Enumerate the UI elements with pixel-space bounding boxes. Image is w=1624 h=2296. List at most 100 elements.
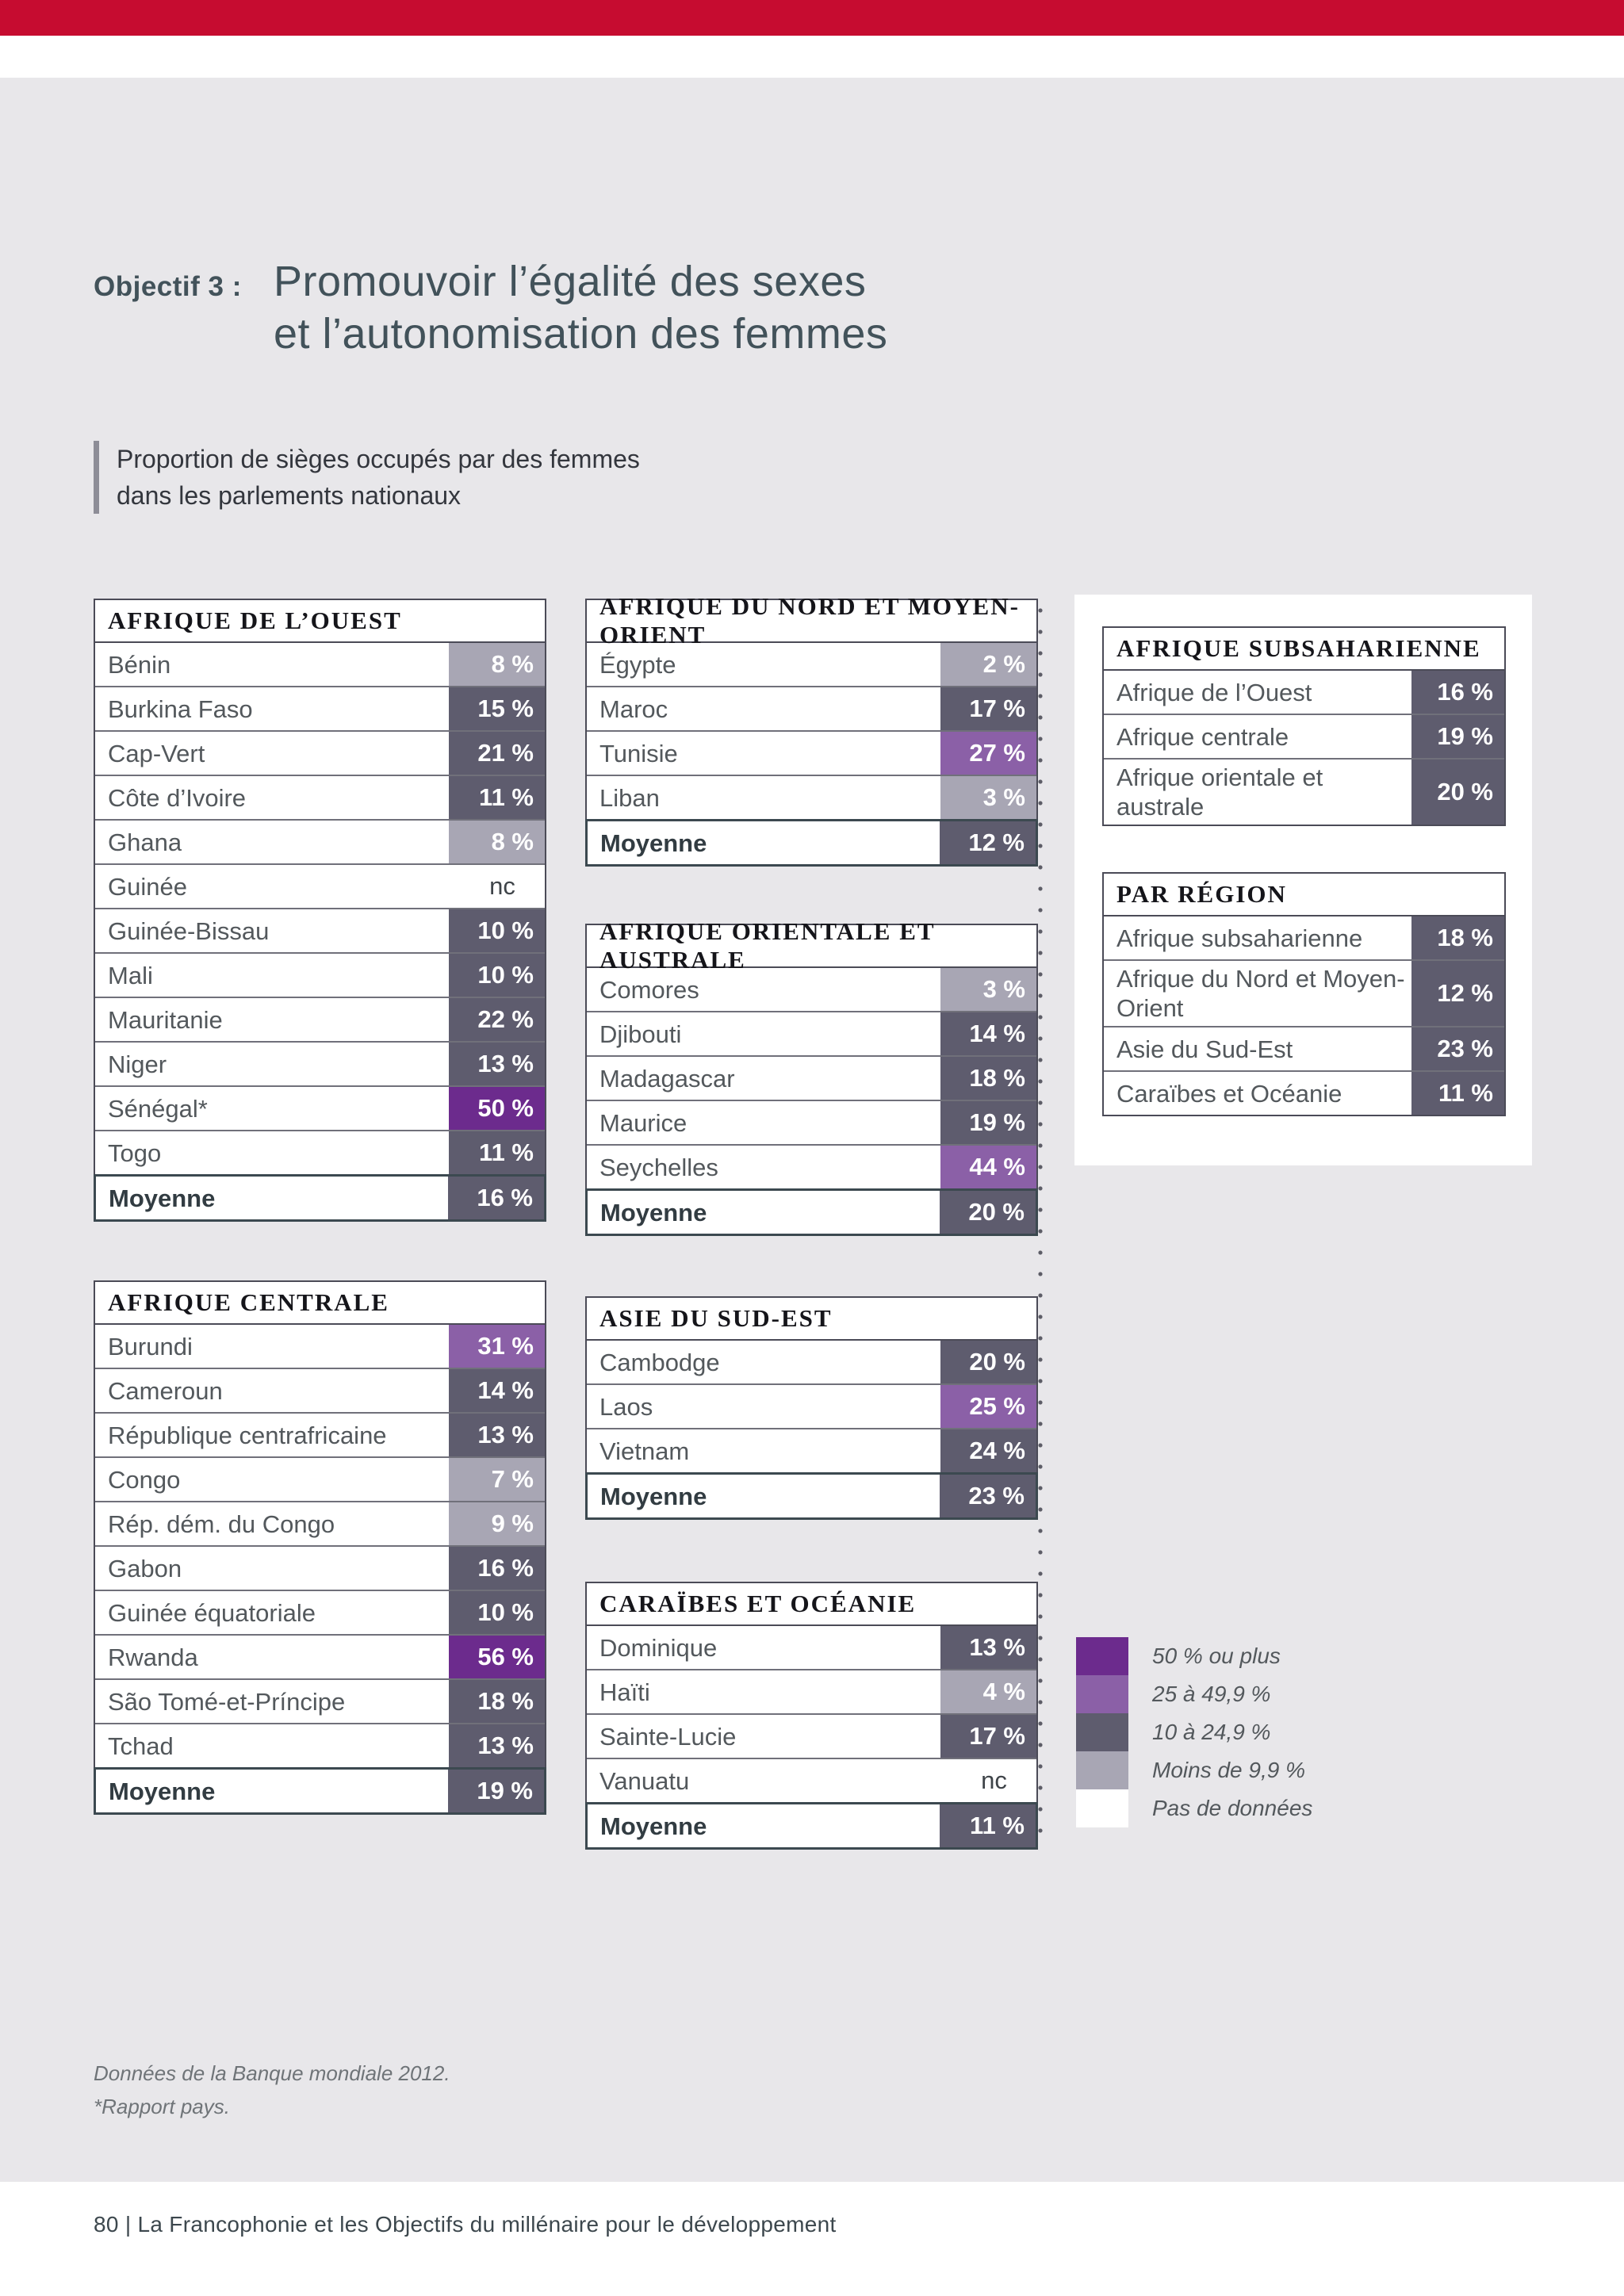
row-label: Guinée équatoriale (108, 1598, 316, 1627)
table-row: Haïti 4 % (587, 1669, 1036, 1713)
row-value: 17 % (940, 687, 1036, 730)
row-value: 44 % (940, 1146, 1036, 1188)
table-row-moyenne: Moyenne 20 % (585, 1188, 1038, 1236)
table-afrique-centrale: AFRIQUE CENTRALE Burundi 31 % Cameroun 14 % R… (94, 1280, 546, 1815)
row-value: 11 % (449, 776, 545, 819)
table-row: Djibouti 14 % (587, 1011, 1036, 1055)
page-title-line2: et l’autonomisation des femmes (274, 310, 888, 358)
row-value: 56 % (449, 1636, 545, 1678)
row-label: Dominique (599, 1633, 718, 1662)
row-value: 2 % (940, 643, 1036, 686)
row-value: 16 % (449, 1547, 545, 1590)
table-row: Rwanda 56 % (95, 1634, 545, 1678)
top-red-bar (0, 0, 1624, 36)
row-value: nc (952, 1759, 1036, 1802)
row-value: 18 % (1411, 916, 1504, 959)
table-row: Madagascar 18 % (587, 1055, 1036, 1100)
row-value: 12 % (1411, 961, 1504, 1026)
row-label: Vanuatu (599, 1766, 690, 1795)
row-label: Moyenne (109, 1777, 216, 1805)
table-row: Guinée équatoriale 10 % (95, 1590, 545, 1634)
table-title: AFRIQUE DU NORD ET MOYEN-ORIENT (587, 592, 1036, 649)
table-row-moyenne: Moyenne 16 % (94, 1174, 546, 1222)
row-label: Afrique subsaharienne (1116, 924, 1363, 952)
table-row: Dominique 13 % (587, 1626, 1036, 1669)
table-asie-du-sud-est: ASIE DU SUD-EST Cambodge 20 % Laos 25 % Vietn… (585, 1296, 1038, 1520)
row-value: 23 % (1411, 1027, 1504, 1070)
table-row-moyenne: Moyenne 23 % (585, 1472, 1038, 1520)
row-value: 19 % (448, 1770, 544, 1812)
table-title: PAR RÉGION (1104, 874, 1504, 916)
row-value: 13 % (449, 1043, 545, 1085)
row-value: 18 % (940, 1057, 1036, 1100)
table-row-moyenne: Moyenne 12 % (585, 819, 1038, 867)
table-row: Guinée nc (95, 863, 545, 908)
row-label: Côte d’Ivoire (108, 783, 247, 812)
table-row: Vanuatu nc (587, 1758, 1036, 1802)
table-row: Afrique de l’Ouest 16 % (1104, 671, 1504, 714)
row-label: Cameroun (108, 1376, 223, 1405)
table-row: Gabon 16 % (95, 1545, 545, 1590)
table-title: AFRIQUE SUBSAHARIENNE (1104, 628, 1504, 671)
table-row: Afrique subsaharienne 18 % (1104, 916, 1504, 959)
source-notes: Données de la Banque mondiale 2012. *Rap… (94, 2057, 450, 2123)
row-value: 19 % (1411, 715, 1504, 758)
table-row: Maroc 17 % (587, 686, 1036, 730)
legend-item: 10 à 24,9 % (1076, 1713, 1312, 1751)
table-row: Guinée-Bissau 10 % (95, 908, 545, 952)
table-row: Seychelles 44 % (587, 1144, 1036, 1188)
legend-label: 25 à 49,9 % (1152, 1682, 1271, 1706)
row-label: Moyenne (600, 1812, 707, 1840)
row-label: Mali (108, 961, 153, 989)
row-value: 15 % (449, 687, 545, 730)
row-label: Moyenne (600, 828, 707, 857)
row-label: Asie du Sud-Est (1116, 1035, 1293, 1063)
table-title: AFRIQUE CENTRALE (95, 1282, 545, 1325)
row-value: 8 % (449, 643, 545, 686)
legend-label: Pas de données (1152, 1796, 1313, 1820)
row-value: 17 % (940, 1715, 1036, 1758)
row-label: São Tomé-et-Príncipe (108, 1687, 346, 1716)
row-label: Bénin (108, 650, 171, 679)
row-label: Burkina Faso (108, 695, 253, 723)
table-row: Afrique orientale et australe 20 % (1104, 758, 1504, 825)
row-label: Haïti (599, 1678, 650, 1706)
row-value: 24 % (940, 1429, 1036, 1472)
row-value: 7 % (449, 1458, 545, 1501)
row-label: Madagascar (599, 1064, 735, 1093)
color-legend: 50 % ou plus 25 à 49,9 % 10 à 24,9 % Moins … (1076, 1637, 1312, 1827)
row-label: République centrafricaine (108, 1421, 387, 1449)
row-label: Tunisie (599, 739, 678, 767)
table-row: Comores 3 % (587, 968, 1036, 1011)
row-value: 14 % (449, 1369, 545, 1412)
row-label: Ghana (108, 828, 182, 856)
legend-label: 50 % ou plus (1152, 1644, 1281, 1668)
table-row: Burundi 31 % (95, 1325, 545, 1368)
row-value: 50 % (449, 1087, 545, 1130)
table-row: Maurice 19 % (587, 1100, 1036, 1144)
row-value: 16 % (1411, 671, 1504, 714)
row-label: Afrique du Nord et Moyen-Orient (1116, 965, 1405, 1022)
row-value: 11 % (1411, 1072, 1504, 1115)
row-label: Guinée (108, 872, 187, 901)
row-value: 22 % (449, 998, 545, 1041)
table-title: ASIE DU SUD-EST (587, 1298, 1036, 1341)
row-label: Sénégal* (108, 1094, 208, 1123)
table-row: Laos 25 % (587, 1383, 1036, 1428)
row-label: Cap-Vert (108, 739, 205, 767)
table-afrique-subsaharienne: AFRIQUE SUBSAHARIENNE Afrique de l’Ouest 1… (1102, 626, 1506, 826)
table-row-moyenne: Moyenne 11 % (585, 1802, 1038, 1850)
table-row: São Tomé-et-Príncipe 18 % (95, 1678, 545, 1723)
legend-swatch (1076, 1637, 1128, 1675)
row-label: Seychelles (599, 1153, 718, 1181)
row-value: 19 % (940, 1101, 1036, 1144)
legend-label: Moins de 9,9 % (1152, 1758, 1305, 1782)
row-label: Afrique de l’Ouest (1116, 678, 1312, 706)
row-label: Moyenne (600, 1482, 707, 1510)
row-value: 11 % (449, 1131, 545, 1174)
table-row: Cambodge 20 % (587, 1341, 1036, 1383)
row-label: Maroc (599, 695, 668, 723)
row-label: Guinée-Bissau (108, 916, 270, 945)
row-value: nc (460, 865, 545, 908)
